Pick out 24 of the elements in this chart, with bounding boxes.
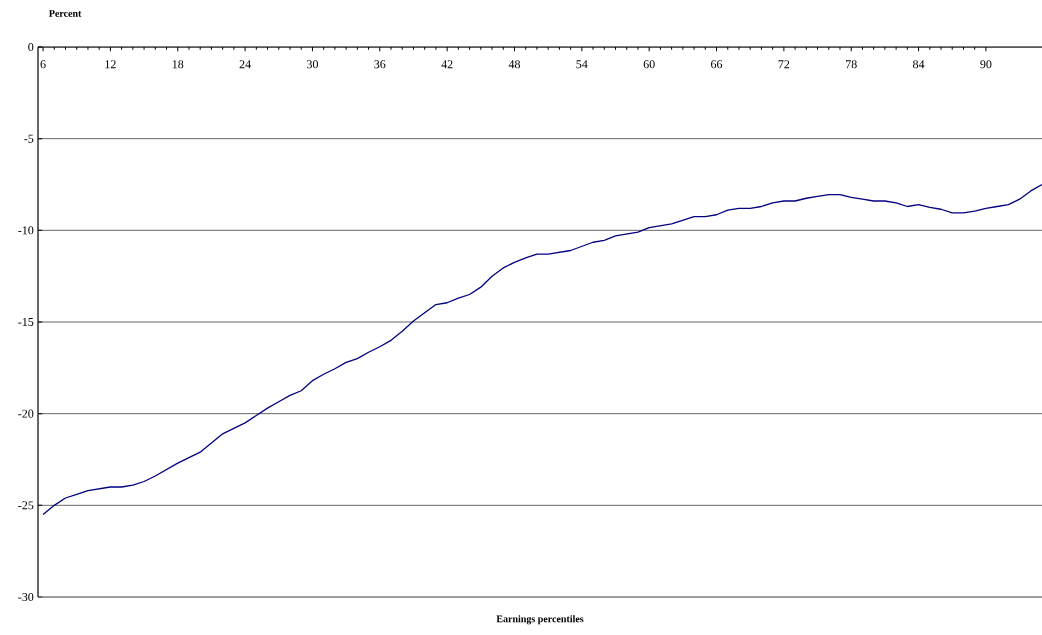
x-tick-label: 60 [643, 60, 655, 69]
x-tick-label: 12 [105, 60, 116, 69]
x-tick-label: 42 [441, 60, 453, 69]
y-tick-label: -25 [18, 501, 34, 510]
chart-title: Percent [48, 10, 82, 17]
x-tick-label: 84 [913, 60, 925, 69]
y-tick-label: 0 [28, 42, 34, 52]
x-tick-label: 30 [307, 60, 318, 69]
x-tick-label: 18 [172, 60, 184, 69]
y-tick-label: -5 [24, 134, 34, 143]
x-tick-label: 24 [239, 60, 251, 69]
x-axis-title: Earnings percentiles [496, 615, 584, 625]
x-tick-label: 48 [508, 60, 521, 69]
x-tick-label: 78 [846, 60, 857, 69]
y-tick-label: -10 [18, 226, 34, 235]
x-tick-label: 90 [980, 60, 992, 69]
y-tick-label: -20 [18, 409, 34, 418]
x-tick-label: 72 [778, 60, 790, 69]
y-tick-label: -15 [18, 317, 34, 327]
x-tick-label: 66 [711, 60, 723, 69]
x-tick-label: 54 [576, 60, 588, 69]
x-tick-label: 36 [374, 60, 386, 69]
x-tick-label: 6 [40, 60, 46, 69]
y-tick-label: -30 [18, 592, 34, 602]
